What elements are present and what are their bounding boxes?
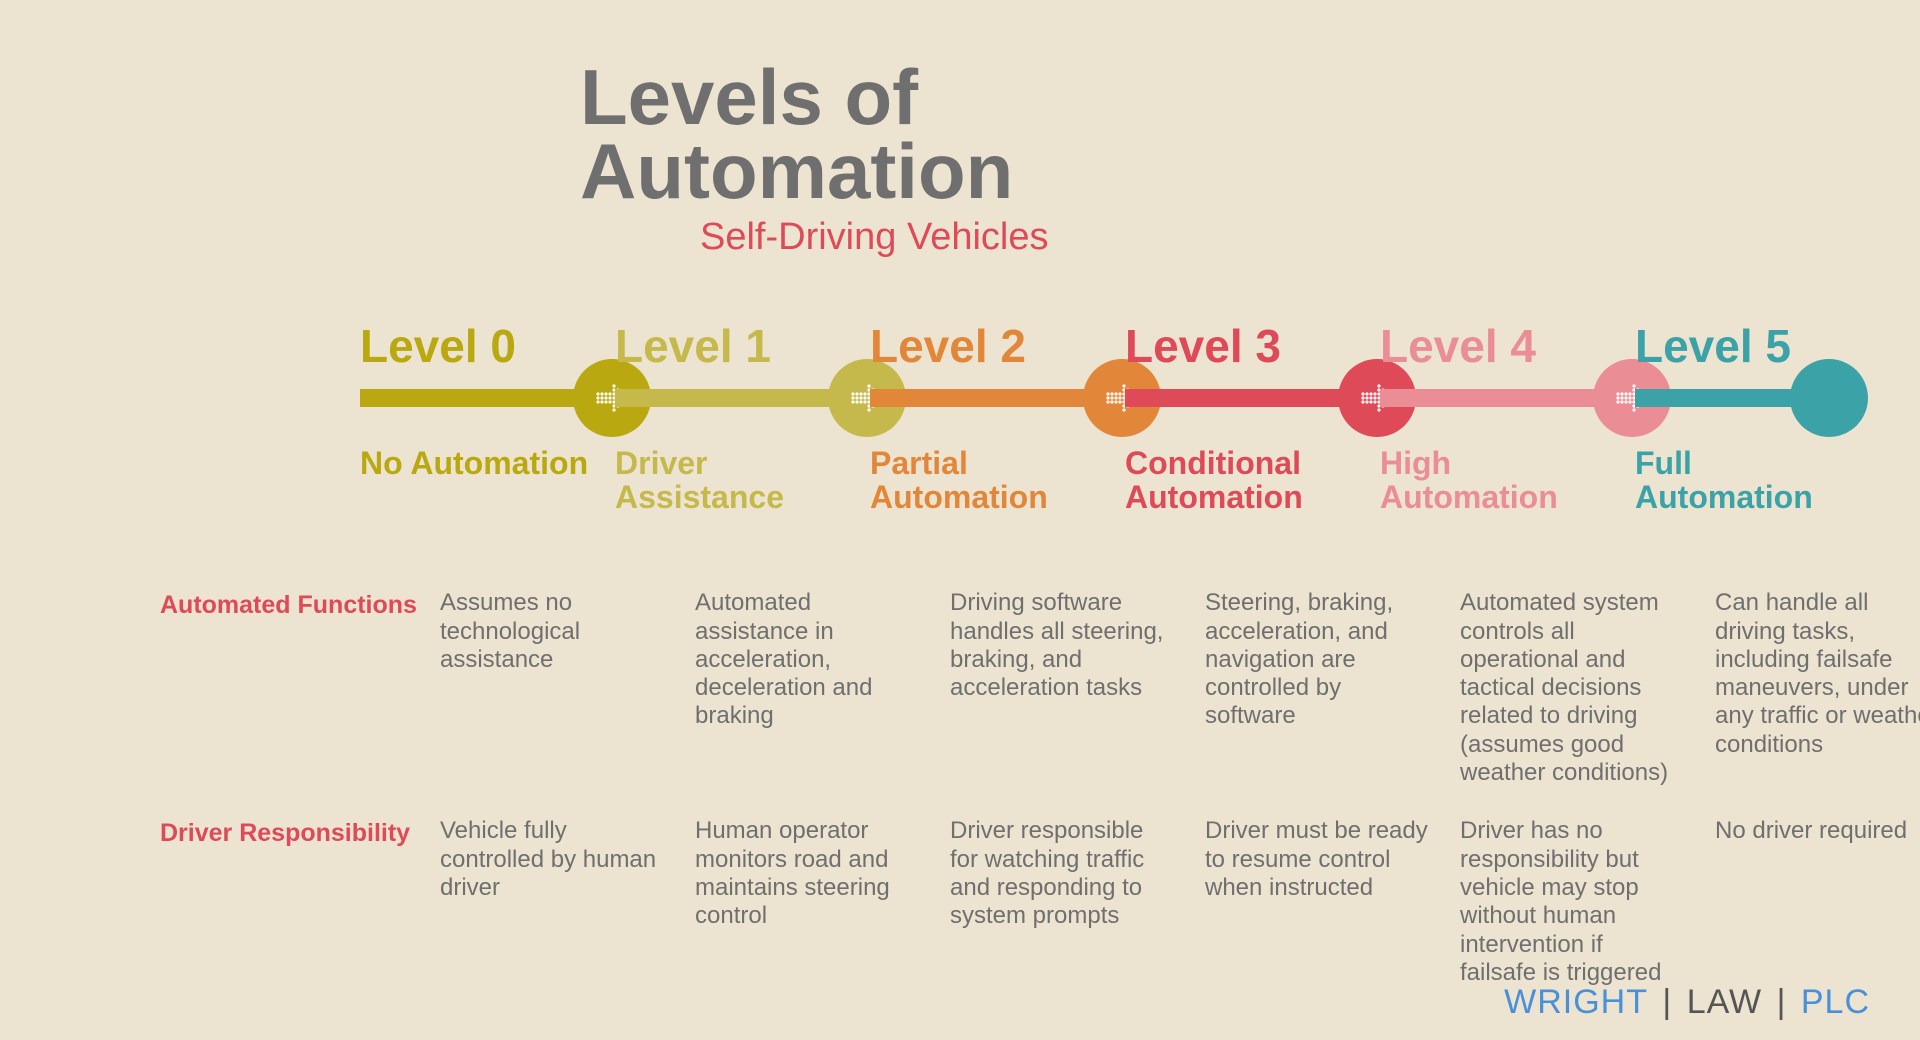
footer-word: WRIGHT: [1504, 983, 1648, 1021]
level-segment-3: Level 3 ConditionalAutomation: [1125, 319, 1380, 559]
detail-cell: Driving software handles all steering, b…: [950, 589, 1205, 787]
detail-row: Automated FunctionsAssumes no technologi…: [160, 589, 1840, 787]
main-title: Levels of Automation: [580, 60, 1840, 208]
detail-cell: Vehicle fully controlled by human driver: [440, 817, 695, 987]
footer-separator: |: [1766, 983, 1797, 1021]
level-label: Level 3: [1125, 319, 1281, 373]
detail-cell: Automated assistance in acceleration, de…: [695, 589, 950, 787]
detail-cell: Driver must be ready to resume control w…: [1205, 817, 1460, 987]
level-sublabel: No Automation: [360, 447, 588, 481]
level-label: Level 4: [1380, 319, 1536, 373]
detail-cell: Automated system controls all operationa…: [1460, 589, 1715, 787]
detail-cell: Driver responsible for watching traffic …: [950, 817, 1205, 987]
end-node-icon: [1790, 359, 1868, 437]
level-label: Level 0: [360, 319, 516, 373]
detail-cell: Can handle all driving tasks, including …: [1715, 589, 1920, 787]
detail-row: Driver ResponsibilityVehicle fully contr…: [160, 817, 1840, 987]
row-cells: Assumes no technological assistanceAutom…: [440, 589, 1920, 787]
level-label: Level 1: [615, 319, 771, 373]
level-sublabel: PartialAutomation: [870, 447, 1048, 514]
detail-cell: Driver has no responsibility but vehicle…: [1460, 817, 1715, 987]
level-segment-5: Level 5 FullAutomation: [1635, 319, 1890, 559]
level-label: Level 2: [870, 319, 1026, 373]
level-label: Level 5: [1635, 319, 1791, 373]
footer-word: PLC: [1801, 983, 1870, 1021]
footer-brand: WRIGHT | LAW | PLC: [1504, 983, 1870, 1022]
row-label: Automated Functions: [160, 589, 440, 620]
level-sublabel: HighAutomation: [1380, 447, 1558, 514]
level-sublabel: ConditionalAutomation: [1125, 447, 1303, 514]
detail-cell: Assumes no technological assistance: [440, 589, 695, 787]
detail-rows: Automated FunctionsAssumes no technologi…: [160, 589, 1840, 987]
subtitle: Self-Driving Vehicles: [700, 216, 1840, 259]
level-segment-2: Level 2 PartialAutomation: [870, 319, 1125, 559]
header: Levels of Automation Self-Driving Vehicl…: [580, 60, 1840, 259]
level-sublabel: FullAutomation: [1635, 447, 1813, 514]
level-track: Level 0 No Automation Level 1 DriverAssista…: [360, 319, 1820, 559]
level-sublabel: DriverAssistance: [615, 447, 784, 514]
level-segment-4: Level 4 HighAutomation: [1380, 319, 1635, 559]
title-line-2: Automation: [580, 127, 1013, 215]
detail-cell: Steering, braking, acceleration, and nav…: [1205, 589, 1460, 787]
infographic-canvas: Levels of Automation Self-Driving Vehicl…: [0, 0, 1920, 1040]
detail-cell: Human operator monitors road and maintai…: [695, 817, 950, 987]
level-segment-0: Level 0 No Automation: [360, 319, 615, 559]
detail-cell: No driver required: [1715, 817, 1920, 987]
row-cells: Vehicle fully controlled by human driver…: [440, 817, 1920, 987]
row-label: Driver Responsibility: [160, 817, 440, 848]
footer-separator: |: [1652, 983, 1683, 1021]
level-segment-1: Level 1 DriverAssistance: [615, 319, 870, 559]
footer-word: LAW: [1687, 983, 1762, 1021]
